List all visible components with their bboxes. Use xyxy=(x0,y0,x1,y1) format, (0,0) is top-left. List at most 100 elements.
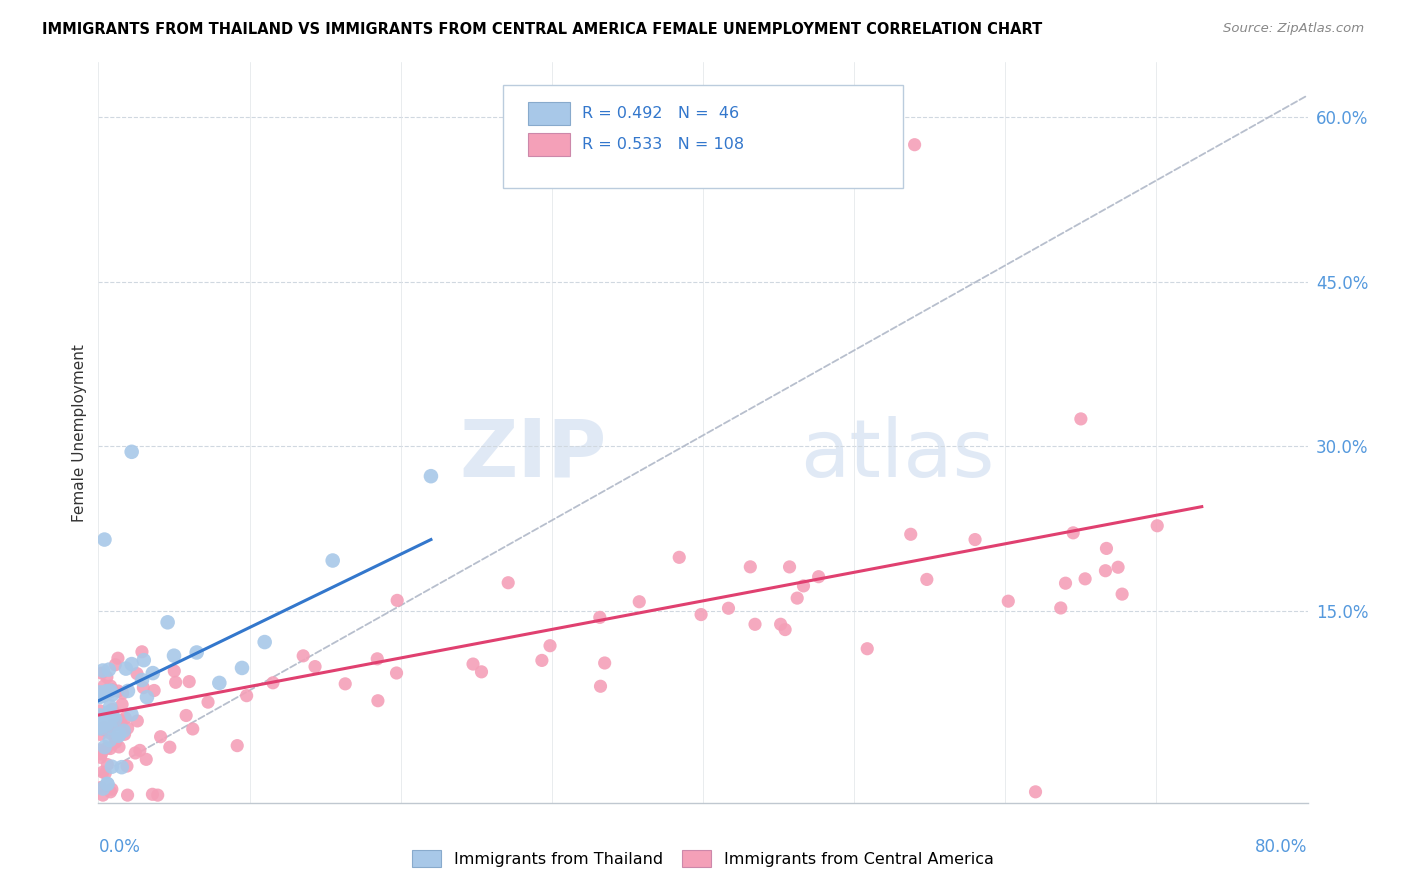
Point xyxy=(98,741,121,756)
Point xyxy=(98,685,121,699)
Point xyxy=(107,729,129,743)
Point xyxy=(179,674,201,689)
Point xyxy=(89,685,111,699)
Point xyxy=(128,743,150,757)
Point xyxy=(111,686,134,700)
Point xyxy=(132,681,155,695)
Point xyxy=(174,708,197,723)
Point xyxy=(90,722,112,736)
Point xyxy=(1111,587,1133,601)
Point xyxy=(997,594,1019,608)
Point xyxy=(181,722,204,736)
Point xyxy=(96,717,118,731)
Point xyxy=(235,689,257,703)
Point xyxy=(470,665,492,679)
Point xyxy=(93,739,115,754)
Point xyxy=(108,739,131,754)
Point xyxy=(496,575,519,590)
Point xyxy=(530,653,553,667)
Point xyxy=(98,733,121,747)
Point xyxy=(107,684,129,698)
Point xyxy=(117,721,139,735)
Point xyxy=(111,698,134,712)
Point xyxy=(792,579,814,593)
Point xyxy=(93,721,115,735)
Text: 0.0%: 0.0% xyxy=(98,838,141,856)
Point xyxy=(385,593,408,607)
Point xyxy=(89,708,111,723)
Point xyxy=(127,714,149,728)
Point xyxy=(115,759,138,773)
Point xyxy=(146,788,169,802)
Point xyxy=(131,673,153,687)
Point xyxy=(103,717,125,731)
Point xyxy=(115,662,138,676)
Point xyxy=(131,645,153,659)
Point xyxy=(208,676,231,690)
Point xyxy=(105,717,128,731)
Point xyxy=(91,664,114,678)
Point xyxy=(856,641,879,656)
Point xyxy=(101,682,124,697)
Point xyxy=(89,720,111,734)
Point xyxy=(1054,576,1077,591)
Point xyxy=(104,657,127,672)
Point xyxy=(94,766,117,780)
Point xyxy=(112,723,135,738)
Point xyxy=(1094,564,1116,578)
Point xyxy=(322,553,344,567)
Point xyxy=(779,560,801,574)
Point xyxy=(90,780,112,795)
Point xyxy=(89,727,111,741)
Point xyxy=(114,711,136,725)
Point xyxy=(91,781,114,796)
Point xyxy=(156,615,179,630)
Text: R = 0.533   N = 108: R = 0.533 N = 108 xyxy=(582,137,744,153)
Point xyxy=(786,591,808,606)
Point xyxy=(111,760,134,774)
Point xyxy=(96,777,118,791)
Point xyxy=(108,727,131,741)
Point xyxy=(904,137,927,152)
Point xyxy=(117,684,139,698)
Point xyxy=(915,573,938,587)
Point xyxy=(740,559,762,574)
Point xyxy=(186,645,208,659)
Point xyxy=(107,651,129,665)
Text: Source: ZipAtlas.com: Source: ZipAtlas.com xyxy=(1223,22,1364,36)
Point xyxy=(159,740,181,755)
Point xyxy=(773,623,796,637)
Point xyxy=(965,533,987,547)
Point xyxy=(1062,525,1084,540)
Point xyxy=(91,765,114,780)
Point xyxy=(589,679,612,693)
Point xyxy=(89,747,111,761)
Point xyxy=(135,752,157,766)
Point xyxy=(593,656,616,670)
Point xyxy=(538,639,561,653)
Point xyxy=(163,664,186,678)
Point xyxy=(93,712,115,726)
Point xyxy=(93,679,115,693)
Text: atlas: atlas xyxy=(800,416,994,494)
Text: ZIP: ZIP xyxy=(458,416,606,494)
Point xyxy=(90,666,112,681)
Point xyxy=(104,731,127,745)
Y-axis label: Female Unemployment: Female Unemployment xyxy=(72,343,87,522)
Point xyxy=(1074,572,1097,586)
Point xyxy=(124,746,146,760)
Point xyxy=(96,741,118,756)
Point xyxy=(90,747,112,761)
Point xyxy=(96,684,118,698)
Text: IMMIGRANTS FROM THAILAND VS IMMIGRANTS FROM CENTRAL AMERICA FEMALE UNEMPLOYMENT : IMMIGRANTS FROM THAILAND VS IMMIGRANTS F… xyxy=(42,22,1042,37)
Point xyxy=(628,595,651,609)
Point xyxy=(98,725,121,739)
Point xyxy=(100,785,122,799)
Point xyxy=(117,788,139,802)
Point xyxy=(96,757,118,772)
Point xyxy=(89,690,111,704)
Point xyxy=(717,601,740,615)
Point xyxy=(143,683,166,698)
Point xyxy=(769,617,792,632)
Point xyxy=(1095,541,1118,556)
